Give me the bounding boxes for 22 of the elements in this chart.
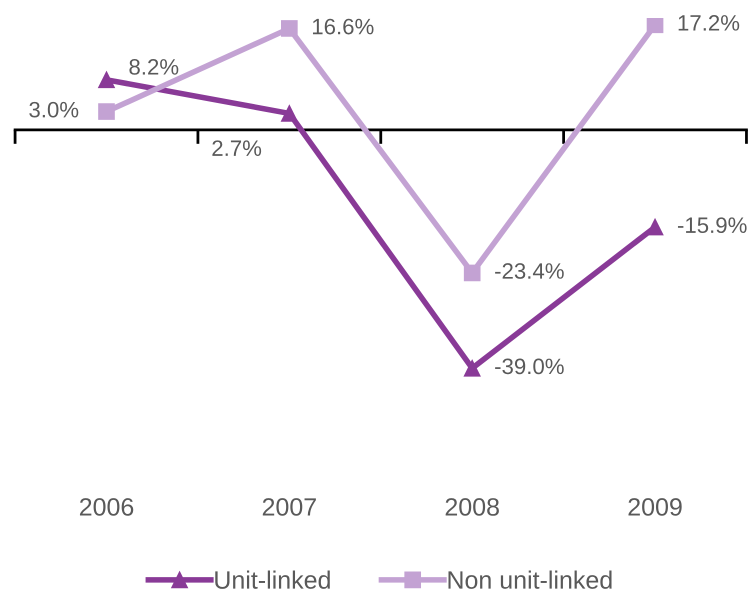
- point: [281, 105, 298, 122]
- point: [281, 20, 298, 37]
- data-label: 2.7%: [212, 140, 262, 156]
- x-tick-label: 2006: [80, 498, 134, 516]
- point: [464, 264, 481, 282]
- data-label: -15.9%: [678, 217, 747, 234]
- point: [98, 71, 115, 88]
- x-tick-label: 2007: [262, 498, 316, 516]
- data-label: 3.0%: [29, 102, 78, 118]
- point: [98, 103, 115, 120]
- x-tick-label: 2009: [628, 498, 682, 516]
- legend-label: Unit-linked: [215, 570, 330, 589]
- data-label: -23.4%: [495, 263, 564, 279]
- data-label: 8.2%: [129, 59, 178, 75]
- legend-label: Non unit-linked: [448, 570, 612, 589]
- point: [646, 218, 664, 236]
- data-label: -39.0%: [495, 358, 564, 374]
- point: [646, 18, 664, 34]
- data-label: 16.6%: [312, 18, 374, 34]
- data-label: 17.2%: [678, 15, 740, 31]
- x-tick-label: 2008: [446, 498, 499, 516]
- point: [464, 360, 481, 377]
